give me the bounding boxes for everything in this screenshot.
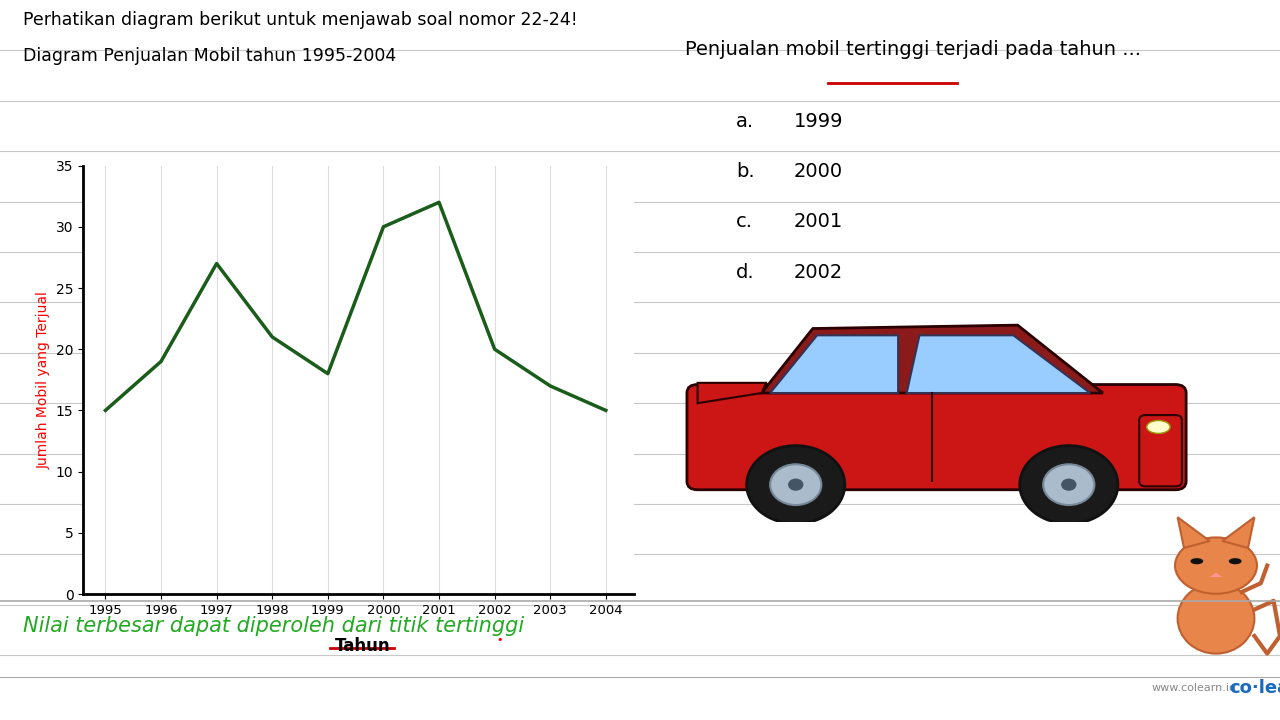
Circle shape [1043,464,1094,505]
Text: co·learn: co·learn [1229,678,1280,697]
Text: b.: b. [736,162,755,181]
Text: Tahun: Tahun [334,637,390,655]
Polygon shape [1222,517,1254,548]
Circle shape [788,479,804,491]
Polygon shape [1178,517,1210,548]
FancyBboxPatch shape [1139,415,1181,487]
Circle shape [1175,537,1257,594]
Text: 1999: 1999 [794,112,844,130]
Ellipse shape [1229,558,1242,564]
Circle shape [1061,479,1076,491]
Polygon shape [906,336,1091,393]
Ellipse shape [1190,558,1203,564]
Circle shape [1020,446,1117,523]
Y-axis label: Jumlah Mobil yang Terjual: Jumlah Mobil yang Terjual [36,291,50,469]
Polygon shape [698,383,765,403]
Text: 2001: 2001 [794,212,842,231]
Text: Perhatikan diagram berikut untuk menjawab soal nomor 22-24!: Perhatikan diagram berikut untuk menjawa… [23,11,577,29]
Ellipse shape [1178,583,1254,654]
Polygon shape [762,325,1103,393]
Ellipse shape [1147,420,1170,433]
Text: a.: a. [736,112,754,130]
Text: d.: d. [736,263,755,282]
Text: www.colearn.id: www.colearn.id [1152,683,1238,693]
FancyBboxPatch shape [687,384,1187,490]
Text: c.: c. [736,212,753,231]
Text: Nilai terbesar dapat diperoleh dari titik tertinggi: Nilai terbesar dapat diperoleh dari titi… [23,616,525,636]
Polygon shape [771,336,899,393]
Text: 2002: 2002 [794,263,842,282]
Polygon shape [1210,572,1222,577]
Text: Diagram Penjualan Mobil tahun 1995-2004: Diagram Penjualan Mobil tahun 1995-2004 [23,47,397,65]
Circle shape [771,464,822,505]
Text: •: • [497,635,503,645]
Text: Penjualan mobil tertinggi terjadi pada tahun ...: Penjualan mobil tertinggi terjadi pada t… [685,40,1140,58]
Text: 2000: 2000 [794,162,842,181]
Circle shape [746,446,845,523]
